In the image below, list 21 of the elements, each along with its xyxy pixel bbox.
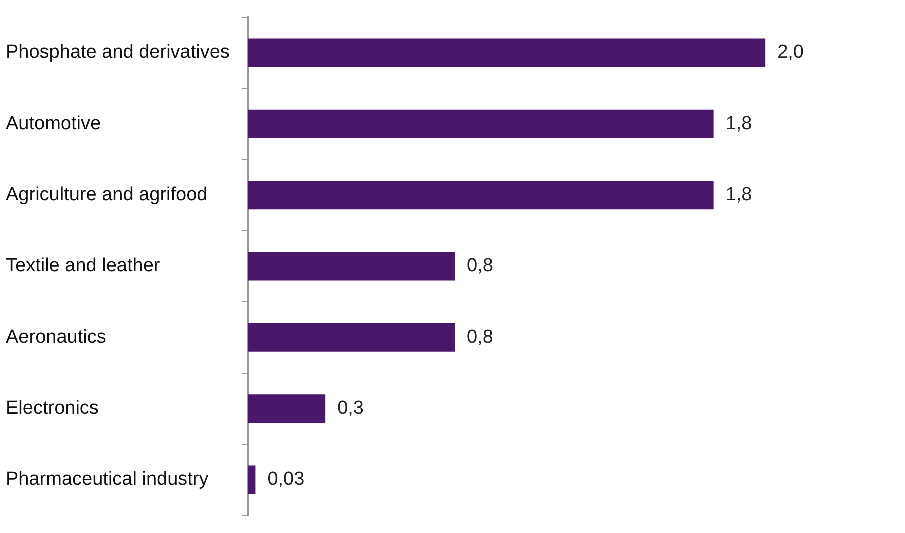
y-tick-label: Electronics <box>6 398 99 420</box>
y-tick-label: Automotive <box>6 113 102 134</box>
y-tick-label: Textile and leather <box>6 256 161 277</box>
y-tick-label: Phosphate and derivatives <box>6 42 230 64</box>
y-tick-label: Aeronautics <box>6 326 106 348</box>
bar <box>248 394 326 424</box>
data-label: 0,3 <box>338 398 364 420</box>
bar <box>248 252 455 281</box>
y-tick-label: Agriculture and agrifood <box>6 184 208 206</box>
data-label: 0,8 <box>466 326 494 348</box>
data-label: 0,8 <box>466 256 494 277</box>
bar <box>248 110 714 138</box>
y-tick-label: Pharmaceutical industry <box>6 469 210 490</box>
bar <box>248 466 256 494</box>
data-label: 0,03 <box>268 469 305 490</box>
bar <box>248 181 714 210</box>
data-label: 1,8 <box>726 184 752 206</box>
bar <box>248 38 766 68</box>
data-label: 1,8 <box>726 113 752 134</box>
data-label: 2,0 <box>778 42 804 64</box>
bar <box>248 323 455 352</box>
